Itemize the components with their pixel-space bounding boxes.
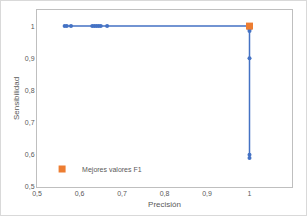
- svg-text:Precisión: Precisión: [148, 200, 181, 209]
- svg-text:0,6: 0,6: [25, 151, 35, 158]
- svg-text:1: 1: [248, 190, 252, 197]
- svg-text:Sensibilidad: Sensibilidad: [12, 77, 21, 120]
- svg-text:0,8: 0,8: [160, 190, 170, 197]
- svg-text:0,5: 0,5: [25, 183, 35, 190]
- svg-text:0,8: 0,8: [25, 87, 35, 94]
- svg-text:0,7: 0,7: [117, 190, 127, 197]
- svg-text:0,6: 0,6: [75, 190, 85, 197]
- svg-text:0,5: 0,5: [32, 190, 42, 197]
- svg-text:0,9: 0,9: [25, 55, 35, 62]
- svg-text:Mejores valores F1: Mejores valores F1: [82, 166, 142, 174]
- svg-text:1: 1: [31, 23, 35, 30]
- svg-text:0,7: 0,7: [25, 119, 35, 126]
- svg-text:0,9: 0,9: [202, 190, 212, 197]
